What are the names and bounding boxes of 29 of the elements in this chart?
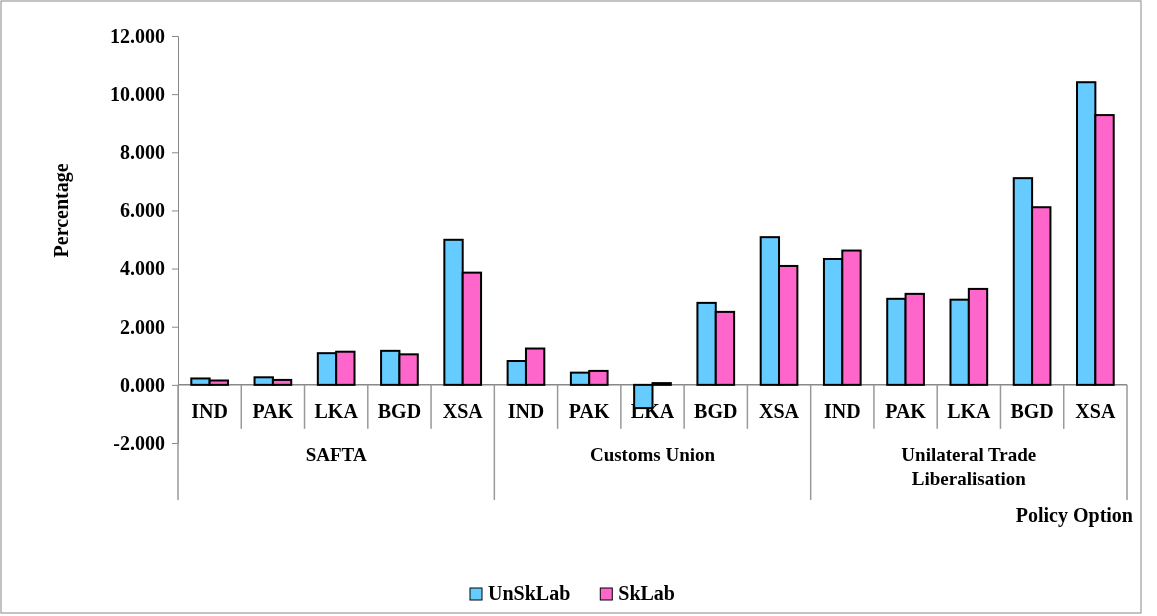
x-tick-label: XSA <box>759 399 800 422</box>
x-tick-label: PAK <box>568 399 611 422</box>
x-tick-label: IND <box>507 399 545 422</box>
legend-label: UnSkLab <box>488 582 571 604</box>
y-tick-label: 6.000 <box>120 199 165 222</box>
x-axis-title: Policy Option <box>1015 504 1133 527</box>
x-tick-label: XSA <box>1075 399 1116 422</box>
x-tick-label: LKA <box>947 399 992 422</box>
x-tick-label: LKA <box>314 399 359 422</box>
x-tick-label: IND <box>823 399 861 422</box>
x-tick-label: BGD <box>377 399 422 422</box>
y-tick-label: 2.000 <box>120 315 165 338</box>
y-axis-title: Percentage <box>50 163 73 258</box>
x-tick-label: BGD <box>1010 399 1054 422</box>
y-tick-label: 10.000 <box>110 83 165 106</box>
text: Unilateral Trade Liberalisation <box>901 443 1037 489</box>
y-tick-label: 8.000 <box>120 141 165 164</box>
y-tick-label: 12.000 <box>110 24 165 47</box>
x-tick-label: XSA <box>442 399 484 422</box>
y-tick-label: 0.000 <box>120 373 165 396</box>
x-tick-label: PAK <box>252 399 294 422</box>
x-tick-label: PAK <box>885 399 927 422</box>
x-tick-label: IND <box>191 399 228 422</box>
text: Customs Union <box>589 443 716 465</box>
text: SAFTA <box>305 443 367 465</box>
legend-label: SkLab <box>618 582 675 604</box>
y-tick-label: -2.000 <box>113 431 165 454</box>
y-tick-label: 4.000 <box>120 257 165 280</box>
x-tick-label: BGD <box>694 399 738 422</box>
